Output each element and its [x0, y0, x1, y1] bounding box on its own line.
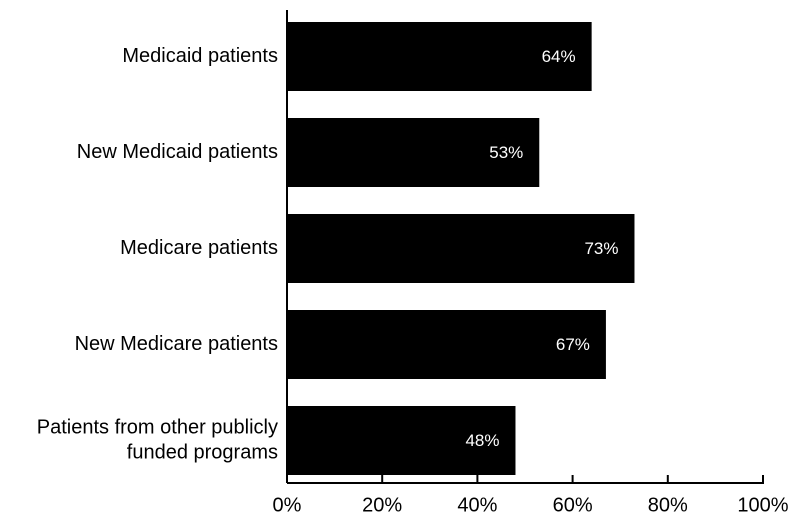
bar-value-label: 48%: [465, 431, 499, 450]
category-labels-group: Medicaid patients New Medicaid patients Me…: [37, 45, 278, 464]
category-label: New Medicare patients: [75, 333, 278, 355]
bar-1: [287, 22, 592, 91]
x-tick-label: 0%: [273, 494, 302, 516]
x-tick-label: 80%: [648, 494, 688, 516]
bar-value-label: 53%: [489, 143, 523, 162]
x-tick-label: 100%: [737, 494, 788, 516]
category-label: funded programs: [127, 441, 278, 463]
category-label: Medicaid patients: [122, 45, 278, 67]
axes-group: [286, 10, 764, 484]
bar-5: [287, 406, 516, 475]
x-tick-label: 60%: [553, 494, 593, 516]
category-label: Medicare patients: [120, 237, 278, 259]
x-ticks-group: 0% 20% 40% 60% 80% 100%: [273, 475, 789, 516]
bar-4: [287, 310, 606, 379]
bar-2: [287, 118, 540, 187]
bar-value-label: 73%: [584, 239, 618, 258]
bar-value-label: 64%: [542, 47, 576, 66]
category-label: New Medicaid patients: [77, 141, 278, 163]
x-tick-label: 40%: [457, 494, 497, 516]
bars-group: 64% 53% 73% 67% 48%: [287, 22, 635, 475]
x-tick-label: 20%: [362, 494, 402, 516]
bar-3: [287, 214, 635, 283]
bar-value-label: 67%: [556, 335, 590, 354]
category-label: Patients from other publicly: [37, 416, 278, 438]
